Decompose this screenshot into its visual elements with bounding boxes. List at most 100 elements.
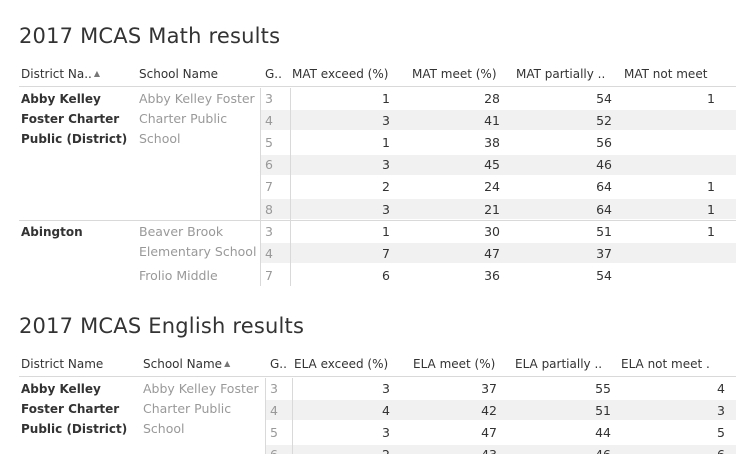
school-name[interactable]: Charter Public (139, 110, 228, 126)
row-band (261, 110, 736, 131)
not-meet-cell (624, 133, 715, 153)
meet-cell: 38 (484, 134, 500, 150)
exceed-cell: 6 (382, 268, 390, 284)
math-body: 3 1 28 54 1 4 3 41 52 5 1 38 56 6 3 45 46 7 2 24 64 1 8 3 21 64 1 3… (19, 88, 736, 286)
math-header-exceed[interactable]: MAT exceed (%) (292, 67, 389, 81)
english-header-partially[interactable]: ELA partially .. (515, 357, 603, 371)
english-header-school-label: School Name (143, 357, 223, 371)
exceed-cell: 3 (382, 380, 390, 396)
english-header-divider (19, 376, 736, 377)
math-header-meet[interactable]: MAT meet (%) (412, 67, 497, 81)
math-header-not-meet[interactable]: MAT not meet (624, 67, 708, 81)
grade-cell: 7 (265, 268, 273, 284)
math-header-grade[interactable]: G.. (265, 67, 282, 81)
math-header-partially[interactable]: MAT partially .. (516, 67, 606, 81)
not-meet-cell: 1 (707, 201, 715, 217)
partially-cell: 54 (596, 268, 612, 284)
math-section: 2017 MCAS Math results District Na.. ▲ Sc… (19, 24, 736, 286)
measure-divider (292, 378, 293, 454)
english-header-grade[interactable]: G.. (270, 357, 287, 371)
meet-cell: 36 (484, 268, 500, 284)
row-band (261, 199, 736, 219)
row-band (261, 243, 736, 264)
school-name[interactable]: School (139, 130, 181, 146)
meet-cell: 42 (481, 402, 497, 418)
sort-az-icon[interactable]: ▲ (224, 359, 231, 368)
math-header-school[interactable]: School Name (139, 67, 219, 81)
partially-cell: 55 (595, 380, 611, 396)
school-name[interactable]: Abby Kelley Foster (143, 380, 259, 396)
english-header-school[interactable]: School Name ▲ (143, 354, 265, 374)
partially-cell: 52 (596, 112, 612, 128)
grade-cell: 8 (265, 201, 273, 217)
grade-cell: 4 (265, 112, 273, 128)
grade-cell: 6 (265, 157, 273, 173)
group-separator (19, 220, 736, 222)
meet-cell: 47 (484, 245, 500, 261)
english-header-meet[interactable]: ELA meet (%) (413, 357, 496, 371)
english-header-not-meet[interactable]: ELA not meet . (621, 357, 710, 371)
row-band (266, 444, 736, 454)
not-meet-cell: 5 (717, 424, 725, 440)
english-header-exceed[interactable]: ELA exceed (%) (294, 357, 389, 371)
meet-cell: 24 (484, 179, 500, 195)
exceed-cell: 7 (382, 245, 390, 261)
district-name[interactable]: Abington (21, 224, 83, 239)
not-meet-cell (624, 244, 715, 264)
partially-cell: 44 (595, 424, 611, 440)
district-name[interactable]: Abby Kelley (21, 381, 101, 396)
school-name[interactable]: Charter Public (143, 400, 232, 416)
grade-cell: 5 (265, 134, 273, 150)
exceed-cell: 3 (382, 201, 390, 217)
district-name[interactable]: Foster Charter (21, 111, 120, 126)
not-meet-cell: 1 (707, 90, 715, 106)
grade-cell: 4 (265, 245, 273, 261)
exceed-cell: 1 (382, 134, 390, 150)
math-title: 2017 MCAS Math results (19, 24, 281, 48)
district-name[interactable]: Abby Kelley (21, 91, 101, 106)
exceed-cell: 1 (382, 90, 390, 106)
exceed-cell: 3 (382, 157, 390, 173)
math-header-divider (19, 86, 736, 87)
school-name[interactable]: Beaver Brook (139, 223, 224, 239)
district-name[interactable]: Public (District) (21, 421, 128, 436)
exceed-cell: 2 (382, 179, 390, 195)
meet-cell: 37 (481, 380, 497, 396)
school-name[interactable]: Elementary School (139, 243, 257, 259)
district-name[interactable]: Foster Charter (21, 401, 120, 416)
not-meet-cell (624, 155, 715, 175)
grade-divider (260, 88, 261, 286)
school-name[interactable]: Frolio Middle (139, 268, 218, 284)
school-name[interactable]: School (143, 420, 185, 436)
not-meet-cell: 1 (707, 179, 715, 195)
grade-cell: 7 (265, 179, 273, 195)
meet-cell: 28 (484, 90, 500, 106)
english-body: 3337554444251353474456243466Abby KelleyF… (19, 378, 736, 454)
english-table[interactable]: District Name School Name ▲ G.. ELA excee… (19, 354, 736, 454)
partially-cell: 64 (596, 179, 612, 195)
grade-cell: 4 (270, 402, 278, 418)
district-name[interactable]: Public (District) (21, 131, 128, 146)
english-section: 2017 MCAS English results District Name … (0, 300, 736, 454)
math-header-district[interactable]: District Na.. ▲ (21, 64, 133, 84)
sort-az-icon[interactable]: ▲ (93, 69, 101, 78)
not-meet-cell (624, 111, 715, 131)
math-table[interactable]: District Na.. ▲ School Name G.. MAT excee… (19, 64, 736, 286)
exceed-cell: 2 (294, 445, 390, 454)
partially-cell: 46 (596, 157, 612, 173)
partially-cell: 56 (596, 134, 612, 150)
meet-cell: 21 (484, 201, 500, 217)
partially-cell: 54 (596, 90, 612, 106)
partially-cell: 51 (595, 402, 611, 418)
row-band (266, 400, 736, 421)
grade-cell: 6 (270, 445, 288, 454)
exceed-cell: 3 (382, 112, 390, 128)
school-name[interactable]: Abby Kelley Foster (139, 90, 255, 106)
english-header-district[interactable]: District Name (21, 357, 104, 371)
grade-cell: 3 (265, 90, 273, 106)
exceed-cell: 4 (382, 402, 390, 418)
meet-cell: 30 (484, 223, 500, 239)
exceed-cell: 3 (382, 424, 390, 440)
partially-cell: 37 (596, 245, 612, 261)
not-meet-cell: 1 (707, 223, 715, 239)
